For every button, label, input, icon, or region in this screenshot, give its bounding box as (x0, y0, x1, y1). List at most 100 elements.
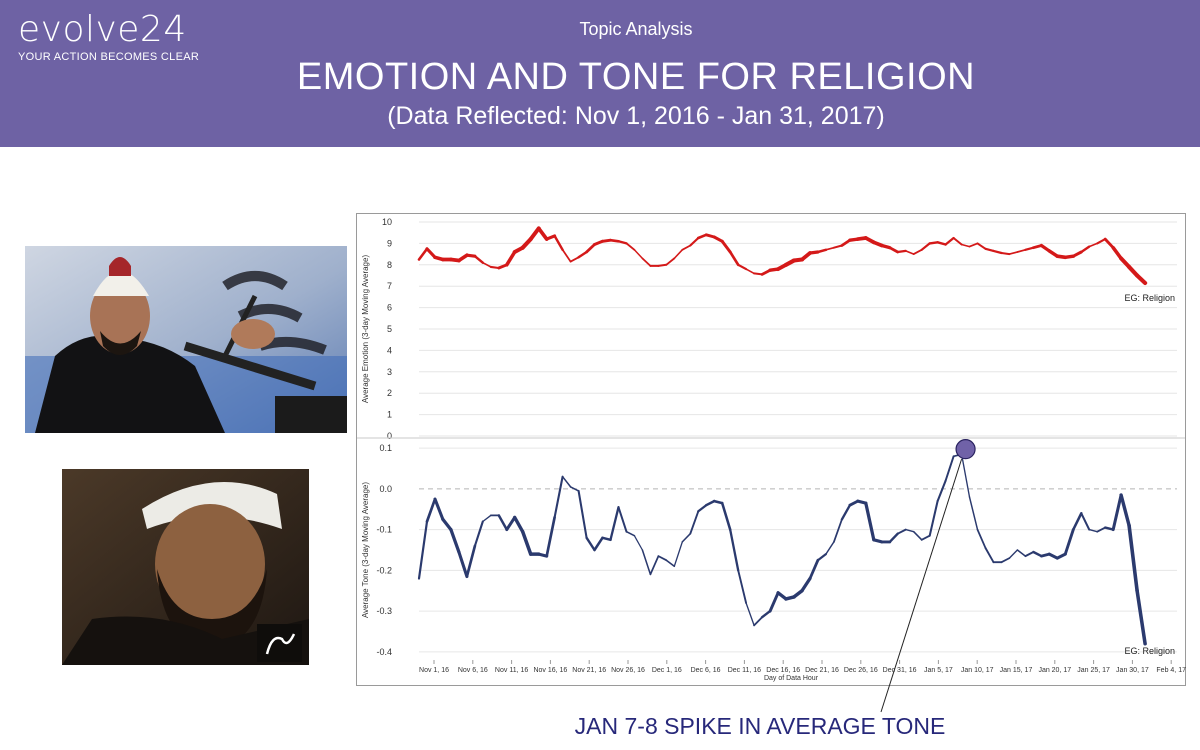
tone-series-segment (1000, 557, 1011, 564)
emotion-series-segment (536, 226, 549, 241)
emotion-series-segment (553, 234, 564, 252)
tone-series-segment (545, 516, 556, 558)
logo-tagline: YOUR ACTION BECOMES CLEAR (18, 51, 200, 63)
emotion-series-segment (545, 234, 557, 241)
emotion-series-segment (1000, 251, 1011, 256)
emotion-series-segment (425, 247, 437, 259)
emotion-series-segment (992, 249, 1003, 255)
emotion-series-segment (928, 241, 939, 245)
emotion-legend-label: EG: Religion (1124, 293, 1175, 303)
emotion-series-segment (896, 249, 907, 254)
tone-series-segment (1111, 493, 1123, 532)
emotion-series-segment (728, 250, 740, 267)
emotion-series-segment (984, 247, 995, 252)
emotion-series-segment (481, 261, 492, 268)
speaker-at-podium-photo (25, 246, 347, 433)
emotion-series-segment (673, 249, 684, 260)
emotion-series-segment (825, 246, 835, 251)
tone-series-segment (617, 506, 628, 533)
emotion-y-tick-label: 7 (387, 281, 392, 291)
tone-series-segment (649, 555, 660, 576)
emotion-series-segment (1071, 250, 1083, 258)
tone-series-segment (561, 475, 572, 488)
emotion-series-segment (808, 250, 820, 255)
emotion-series-segment (528, 226, 541, 242)
emotion-y-tick-label: 4 (387, 345, 392, 355)
emotion-series-segment (968, 242, 979, 248)
tone-series-segment (1063, 528, 1075, 556)
emotion-series-segment (737, 263, 748, 271)
tone-legend-label: EG: Religion (1124, 646, 1175, 656)
tone-series-segment (633, 535, 644, 551)
x-tick-label: Nov 26, 16 (611, 667, 645, 674)
x-tick-label: Dec 1, 16 (652, 667, 682, 674)
tone-series-segment (520, 529, 533, 556)
x-tick-label: Dec 11, 16 (728, 667, 761, 674)
emotion-series-segment (1016, 248, 1027, 253)
page-title: EMOTION AND TONE FOR RELIGION (296, 56, 976, 98)
tone-series-segment (1096, 526, 1107, 533)
tone-series-segment (513, 515, 525, 534)
tone-series-segment (417, 520, 429, 580)
tone-series-segment (816, 553, 827, 562)
emotion-series-segment (665, 257, 676, 266)
x-tick-label: Dec 26, 16 (844, 667, 878, 674)
tone-series-segment (1135, 588, 1147, 646)
emotion-series-segment (904, 250, 915, 255)
emotion-series-segment (1135, 273, 1148, 286)
tone-series-segment (697, 504, 708, 513)
tone-series-segment (704, 499, 716, 507)
tone-y-tick-label: 0.0 (379, 484, 392, 494)
tone-series-segment (1055, 552, 1067, 560)
emotion-y-tick-label: 1 (387, 410, 392, 420)
tone-series-segment (1119, 493, 1131, 528)
emotion-series-segment (457, 253, 469, 263)
tone-series-segment (729, 528, 740, 572)
spike-callout-line (880, 458, 963, 713)
tone-series-segment (753, 616, 764, 627)
tone-series-segment (425, 497, 437, 523)
emotion-series-segment (625, 242, 636, 251)
tone-series-segment (905, 528, 915, 533)
tone-y-tick-label: -0.3 (376, 606, 392, 616)
x-tick-label: Dec 31, 16 (883, 667, 917, 674)
tone-series-segment (482, 514, 492, 523)
emotion-series-segment (960, 243, 971, 248)
x-tick-label: Jan 30, 17 (1116, 667, 1149, 674)
emotion-series-segment (800, 251, 812, 262)
emotion-y-axis-label: Average Emotion (3-day Moving Average) (361, 255, 370, 404)
emotion-y-tick-label: 5 (387, 324, 392, 334)
tone-series-segment (1008, 549, 1019, 559)
tone-series-segment (449, 527, 461, 554)
tone-y-tick-label: -0.1 (376, 525, 392, 535)
tone-series-segment (745, 602, 755, 627)
emotion-series-segment (1080, 245, 1091, 254)
x-tick-label: Nov 6, 16 (458, 667, 488, 674)
tone-series-segment (864, 501, 876, 542)
emotion-series-segment (657, 263, 668, 267)
emotion-y-tick-label: 3 (387, 367, 392, 377)
tone-series-segment (673, 541, 683, 567)
emotion-y-tick-label: 8 (387, 260, 392, 270)
tone-y-tick-label: -0.2 (376, 565, 392, 575)
tone-series-segment (792, 588, 804, 599)
tone-series-segment (944, 455, 955, 482)
x-tick-label: Jan 20, 17 (1038, 667, 1071, 674)
tone-series-segment (465, 544, 477, 578)
emotion-series-segment (745, 268, 755, 275)
emotion-series-segment (633, 249, 644, 260)
emotion-series-segment (816, 248, 828, 254)
x-tick-label: Nov 21, 16 (572, 667, 606, 674)
tone-series-segment (609, 506, 620, 541)
tone-series-segment (720, 501, 732, 531)
emotion-series-segment (1096, 238, 1107, 245)
emotion-series-segment (944, 236, 955, 246)
tone-series-segment (976, 528, 987, 549)
spike-callout-label: JAN 7-8 SPIKE IN AVERAGE TONE (574, 713, 946, 739)
tone-series-segment (505, 515, 517, 532)
tone-series-segment (537, 552, 549, 558)
emotion-series-segment (1008, 251, 1019, 255)
tone-series-segment (768, 591, 780, 613)
tone-series-segment (912, 530, 923, 541)
tone-series-segment (737, 569, 748, 604)
